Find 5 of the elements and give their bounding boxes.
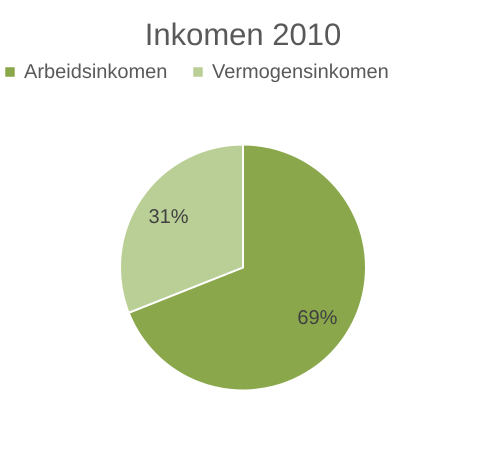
- data-label: 69%: [297, 307, 338, 330]
- data-label: 31%: [148, 206, 189, 228]
- legend-label: Arbeidsinkomen: [24, 61, 168, 83]
- legend-label: Vermogensinkomen: [212, 61, 389, 83]
- chart-title: Inkomen 2010: [144, 17, 342, 52]
